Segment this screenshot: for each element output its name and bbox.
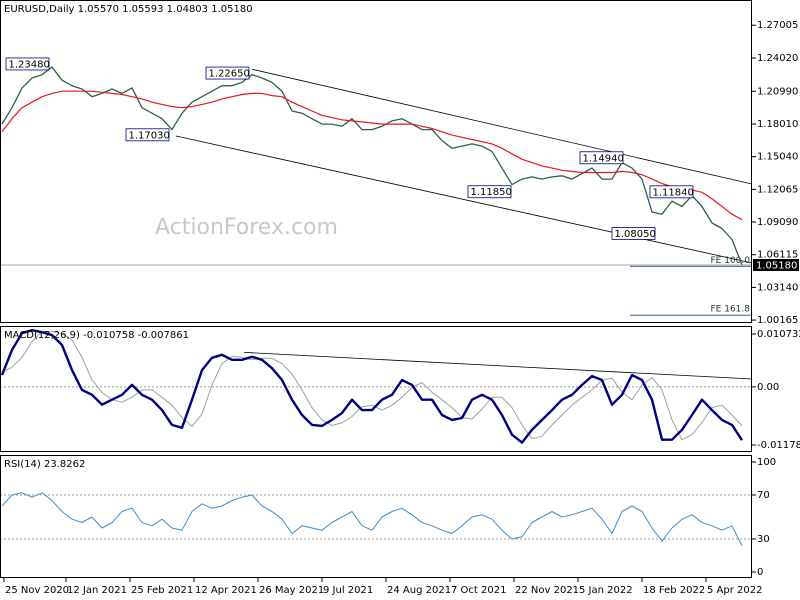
panel-title: RSI(14) 23.8262 (4, 459, 85, 470)
y-tick-label: 1.03140 (757, 282, 798, 293)
watermark: ActionForex.com (155, 215, 338, 240)
x-tick-label: 22 Nov 2021 (515, 585, 579, 596)
series-line (1, 66, 743, 266)
price-label: 1.08050 (615, 229, 656, 240)
panel-title: MACD(12,26,9) -0.010758 -0.007861 (4, 330, 189, 341)
last-price-box (753, 258, 799, 271)
y-tick-label: 1.12065 (757, 184, 798, 195)
price-label-box (467, 185, 512, 199)
trendline (251, 68, 753, 185)
price-label: 1.23480 (9, 59, 50, 70)
x-tick-label: 18 Feb 2022 (643, 585, 705, 596)
y-tick-label: 1.18010 (757, 119, 798, 130)
fe-label: FE 161.8 (711, 305, 751, 315)
price-label: 1.17030 (129, 130, 170, 141)
y-tick-label: 30 (757, 534, 770, 545)
panel-title: EURUSD,Daily 1.05570 1.05593 1.04803 1.0… (4, 4, 253, 15)
trendline (243, 351, 753, 380)
y-tick-label: 0.00 (757, 382, 779, 393)
y-tick-label: 100 (757, 457, 776, 468)
y-tick-label: 1.15040 (757, 152, 798, 163)
price-label-box (125, 128, 170, 142)
price-label-box (611, 227, 656, 240)
price-label-box (205, 66, 250, 80)
y-tick-label: 1.06115 (757, 250, 798, 261)
price-label: 1.22650 (209, 69, 250, 80)
price-label: 1.11840 (653, 187, 694, 198)
series-line (1, 492, 743, 547)
panel-frame (0, 0, 752, 323)
y-tick-label: 1.00165 (757, 315, 798, 326)
y-tick-label: 0.010732 (757, 329, 800, 340)
x-tick-label: 5 Jan 2022 (579, 585, 633, 596)
x-tick-label: 12 Jan 2021 (67, 585, 127, 596)
x-tick-label: 12 Apr 2021 (195, 585, 257, 596)
x-tick-label: 26 May 2021 (259, 585, 324, 596)
y-tick-label: 70 (757, 490, 770, 501)
series-line (1, 90, 743, 221)
series-line (0, 329, 744, 444)
y-tick-label: 1.27005 (757, 20, 798, 31)
price-label-box (579, 151, 624, 165)
y-tick-label: -0.011781 (757, 440, 800, 451)
last-price-label: 1.05180 (756, 260, 797, 271)
x-tick-label: 24 Aug 2021 (387, 585, 451, 596)
panel-frame (0, 326, 752, 452)
x-tick-label: 9 Jul 2021 (323, 585, 373, 596)
x-tick-label: 25 Feb 2021 (131, 585, 193, 596)
x-tick-label: 5 Apr 2022 (707, 585, 762, 596)
y-tick-label: 0 (757, 567, 763, 578)
price-label-box (5, 57, 50, 71)
y-tick-label: 1.20990 (757, 86, 798, 97)
y-tick-label: 1.09090 (757, 217, 798, 228)
trendline (175, 135, 753, 264)
x-tick-label: 25 Nov 2020 (5, 585, 69, 596)
fe-label: FE 100.0 (711, 256, 751, 266)
series-line (1, 330, 743, 441)
y-tick-label: 1.24020 (757, 53, 798, 64)
price-label-box (649, 185, 694, 199)
price-label: 1.14940 (583, 153, 624, 164)
panel-frame (0, 455, 752, 578)
x-tick-label: 7 Oct 2021 (451, 585, 506, 596)
price-label: 1.11850 (471, 187, 512, 198)
